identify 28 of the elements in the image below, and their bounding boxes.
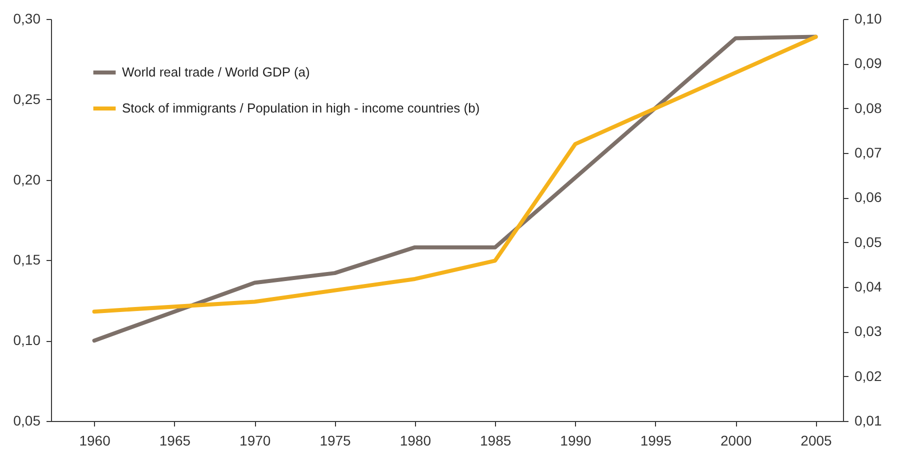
x-tick-label: 1970 xyxy=(240,432,271,448)
x-tick-label: 1980 xyxy=(400,432,432,448)
y2-tick-label: 0,10 xyxy=(854,10,882,26)
x-tick-label: 2005 xyxy=(800,432,832,448)
y-tick-label: 0,25 xyxy=(13,90,41,107)
y-tick-label: 0,10 xyxy=(13,332,41,348)
x-tick-label: 1965 xyxy=(159,432,191,448)
x-tick-label: 1990 xyxy=(560,432,592,448)
x-tick-label: 1975 xyxy=(320,432,352,448)
y2-tick-label: 0,04 xyxy=(854,278,882,294)
x-tick-label: 1960 xyxy=(79,432,111,448)
y2-tick-label: 0,08 xyxy=(854,100,882,116)
y2-tick-label: 0,05 xyxy=(854,234,882,250)
y2-tick-label: 0,01 xyxy=(854,412,882,428)
x-tick-label: 1985 xyxy=(480,432,512,448)
y2-tick-label: 0,03 xyxy=(854,323,882,340)
legend-label: World real trade / World GDP (a) xyxy=(122,64,310,80)
y2-tick-label: 0,06 xyxy=(854,189,882,206)
x-tick-label: 1995 xyxy=(640,432,672,448)
y2-tick-label: 0,09 xyxy=(854,55,882,72)
y-tick-label: 0,30 xyxy=(13,10,41,26)
legend-label: Stock of immigrants / Population in high - income countries (b) xyxy=(122,100,480,116)
y-tick-label: 0,20 xyxy=(13,171,41,188)
y-tick-label: 0,05 xyxy=(13,412,41,428)
y-tick-label: 0,15 xyxy=(13,252,41,268)
x-tick-label: 2000 xyxy=(720,432,752,448)
y2-tick-label: 0,02 xyxy=(854,368,882,384)
y2-tick-label: 0,07 xyxy=(854,144,882,160)
